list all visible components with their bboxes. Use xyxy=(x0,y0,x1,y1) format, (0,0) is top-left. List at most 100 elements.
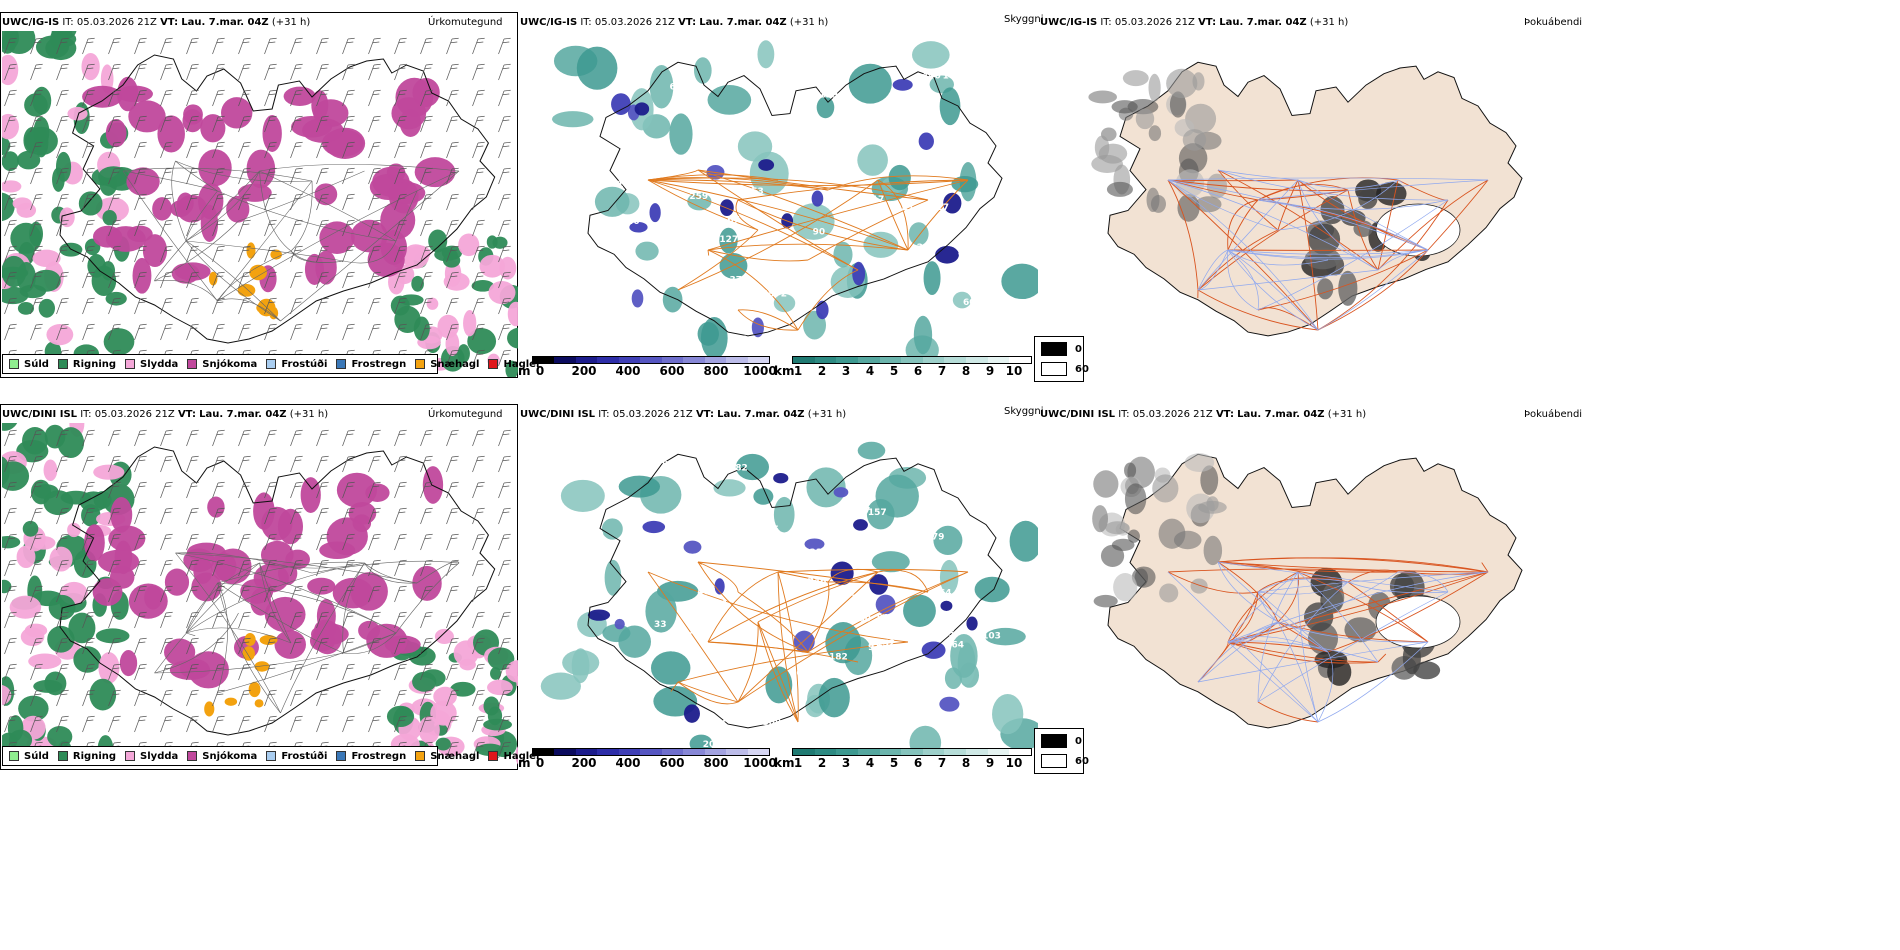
wind-barb xyxy=(316,585,329,603)
field-blob xyxy=(1135,108,1155,130)
road-line xyxy=(707,179,969,251)
wind-barb xyxy=(56,559,69,577)
legend-label: Snjókoma xyxy=(202,358,258,370)
road-line xyxy=(1257,179,1489,201)
field-blob xyxy=(700,317,728,360)
legend-swatch xyxy=(488,751,499,761)
road-line xyxy=(175,160,218,192)
field-blob xyxy=(47,625,75,653)
road-line xyxy=(697,169,859,271)
wind-barb xyxy=(290,715,303,733)
road-line xyxy=(1217,169,1299,181)
colorbar-unit: m xyxy=(518,364,531,378)
visibility-value-label: 10 xyxy=(617,180,630,190)
wind-barb xyxy=(30,323,43,341)
field-blob xyxy=(98,166,129,188)
visibility-value-label: 64 xyxy=(939,589,952,599)
legend-label: Rigning xyxy=(72,750,117,762)
wind-barb xyxy=(290,323,303,341)
wind-barb xyxy=(212,37,225,55)
wind-barb xyxy=(446,89,459,107)
visibility-value-label: 27 xyxy=(937,203,950,213)
visibility-value-label: 79 xyxy=(932,533,945,543)
wind-barb xyxy=(472,193,485,211)
wind-barb xyxy=(446,167,459,185)
wind-barb xyxy=(498,507,511,525)
wind-barb xyxy=(368,297,381,315)
colorbar-tick: 400 xyxy=(615,364,641,378)
wind-barb xyxy=(342,219,355,237)
field-blob xyxy=(576,46,618,90)
wind-barb xyxy=(4,115,17,133)
road-line xyxy=(1257,591,1279,623)
road-line xyxy=(343,632,397,654)
road-line xyxy=(677,179,879,291)
field-blob xyxy=(631,289,644,308)
wind-barb xyxy=(212,115,225,133)
wind-barb xyxy=(212,167,225,185)
road-line xyxy=(1297,571,1319,723)
wind-barb xyxy=(56,63,69,81)
field-blob xyxy=(2,135,11,156)
wind-barb xyxy=(316,689,329,707)
wind-barb xyxy=(56,481,69,499)
road-line xyxy=(1377,249,1429,271)
wind-barb xyxy=(186,455,199,473)
colorbar-cell xyxy=(618,357,641,363)
road-line xyxy=(175,552,281,714)
valid-time: Lau. 7.mar. 04Z xyxy=(699,17,787,28)
road-line xyxy=(757,571,879,623)
field-blob xyxy=(463,310,477,337)
visibility-colorbar: km 1 2 3 4 5 6 7 8 9 10 xyxy=(774,356,1036,380)
field-blob xyxy=(285,549,310,570)
panel-title: UWC/IG-IS IT: 05.03.2026 21Z VT: Lau. 7.… xyxy=(520,17,828,28)
colorbar-tick: 200 xyxy=(571,756,597,770)
precip-type-panel xyxy=(0,12,518,378)
wind-barb xyxy=(160,611,173,629)
visibility-value-label: 188 xyxy=(943,72,962,82)
wind-barb xyxy=(498,429,511,447)
field-blob xyxy=(1093,594,1118,608)
wind-barb xyxy=(342,585,355,603)
wind-barb xyxy=(342,115,355,133)
field-blob xyxy=(642,520,666,534)
road-line xyxy=(1481,562,1489,573)
road-line xyxy=(697,561,809,653)
field-blob xyxy=(773,473,789,484)
colorbar-cell xyxy=(575,749,598,755)
wind-barb xyxy=(420,115,433,133)
legend-item: Snjókoma xyxy=(187,751,257,762)
visibility-value-label: 264 xyxy=(945,640,964,650)
field-blob xyxy=(394,305,421,333)
legend-item: Haglél xyxy=(488,359,539,370)
init-time-label: IT: xyxy=(1100,17,1112,28)
wind-barb xyxy=(472,141,485,159)
field-blob xyxy=(825,622,862,664)
wind-barb xyxy=(186,429,199,447)
field-blob xyxy=(352,514,372,532)
field-blob xyxy=(78,191,103,216)
visibility-value-label: 57 xyxy=(897,139,910,149)
road-line xyxy=(647,571,909,643)
wind-barb xyxy=(342,167,355,185)
colorbar-tick: 1000 xyxy=(743,756,777,770)
field-blob xyxy=(221,97,253,129)
wind-barb xyxy=(30,271,43,289)
wind-barb xyxy=(420,63,433,81)
wind-barb xyxy=(56,89,69,107)
visibility-value-label: 157 xyxy=(852,506,871,516)
wind-barb xyxy=(446,115,459,133)
road-line xyxy=(290,180,313,252)
legend-swatch xyxy=(9,751,19,761)
field-blob xyxy=(391,97,427,130)
colorbar-cell xyxy=(533,749,555,755)
wind-barb xyxy=(446,63,459,81)
road-line xyxy=(154,562,260,674)
colorbar-tick: 1 xyxy=(793,364,803,378)
wind-barb xyxy=(82,481,95,499)
colorbar-tick: 0 xyxy=(535,364,545,378)
field-blob xyxy=(157,115,185,153)
field-blob xyxy=(792,203,835,240)
field-blob xyxy=(428,229,448,253)
field-blob xyxy=(453,640,479,666)
